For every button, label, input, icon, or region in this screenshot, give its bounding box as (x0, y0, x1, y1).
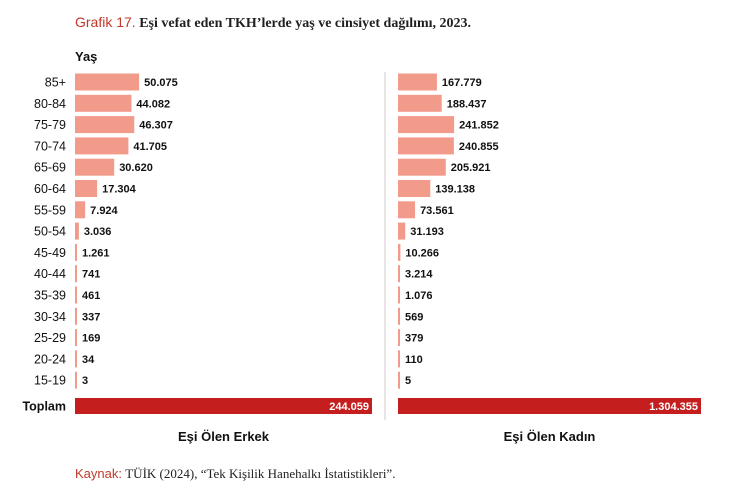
data-label: 30.620 (119, 162, 153, 174)
category-label: 75-79 (34, 118, 66, 132)
bar (398, 201, 416, 219)
data-label: 569 (405, 311, 423, 323)
data-label: 110 (405, 354, 423, 366)
bar (75, 137, 129, 155)
data-label: 10.266 (405, 247, 439, 259)
source-note: Kaynak: TÜİK (2024), “Tek Kişilik Haneha… (75, 466, 395, 482)
bar (75, 180, 98, 197)
bar (398, 116, 455, 134)
category-label: 30-34 (34, 310, 66, 324)
total-data-label: 244.059 (329, 401, 369, 413)
category-label: 35-39 (34, 289, 66, 303)
data-label: 31.193 (410, 226, 444, 238)
data-label: 188.437 (447, 98, 487, 110)
source-text: TÜİK (2024), “Tek Kişilik Hanehalkı İsta… (125, 466, 396, 481)
bar (398, 307, 400, 325)
bar (398, 371, 400, 389)
data-label: 34 (82, 354, 95, 366)
bar (398, 265, 400, 283)
category-label: 20-24 (34, 352, 66, 366)
data-label: 1.261 (82, 247, 110, 259)
data-label: 741 (82, 269, 100, 281)
chart: Yaş 85+ 80-84 75-79 70-74 65-69 60-64 55-59 50-5… (22, 49, 701, 444)
bar (398, 243, 401, 261)
chart-title-main: Eşi vefat eden TKH’lerde yaş ve cinsiyet… (139, 16, 472, 31)
bar (75, 286, 77, 304)
bar (398, 222, 406, 240)
bar (398, 94, 442, 112)
data-label: 205.921 (451, 162, 491, 174)
data-label: 7.924 (90, 205, 118, 217)
data-label: 41.705 (133, 141, 167, 153)
bar (75, 329, 77, 347)
bar (75, 73, 140, 91)
total-bar (75, 398, 372, 414)
bar (75, 265, 77, 283)
bar (398, 137, 454, 155)
data-label: 50.075 (144, 77, 178, 89)
data-label: 169 (82, 333, 100, 345)
bar (398, 73, 437, 91)
chart-title-lead: Grafik 17. (75, 14, 136, 30)
bar (75, 307, 77, 325)
data-label: 241.852 (459, 120, 499, 132)
category-label: 85+ (45, 76, 66, 90)
bar (75, 243, 77, 261)
bar (398, 158, 446, 176)
data-label: 3.214 (405, 269, 433, 281)
bar (398, 286, 400, 304)
bar (75, 222, 79, 240)
bar (75, 350, 77, 368)
chart-title: Grafik 17. Eşi vefat eden TKH’lerde yaş … (75, 14, 471, 32)
category-label: 80-84 (34, 97, 66, 111)
series-name: Eşi Ölen Kadın (504, 429, 596, 444)
total-label: Toplam (22, 400, 66, 414)
data-label: 461 (82, 290, 100, 302)
data-label: 337 (82, 311, 100, 323)
data-label: 379 (405, 333, 423, 345)
data-label: 73.561 (420, 205, 454, 217)
data-label: 139.138 (435, 184, 475, 196)
total-data-label: 1.304.355 (649, 401, 698, 413)
total-bar (398, 398, 701, 414)
category-label: 40-44 (34, 267, 66, 281)
category-label: 60-64 (34, 182, 66, 196)
data-label: 17.304 (102, 184, 137, 196)
data-label: 1.076 (405, 290, 433, 302)
y-axis-label: Yaş (75, 49, 97, 64)
category-label: 55-59 (34, 203, 66, 217)
bar (398, 329, 400, 347)
data-label: 44.082 (136, 98, 170, 110)
bar (75, 116, 135, 134)
category-label: 45-49 (34, 246, 66, 260)
category-label: 50-54 (34, 225, 66, 239)
category-label: 70-74 (34, 139, 66, 153)
data-label: 3.036 (84, 226, 112, 238)
bar (75, 158, 115, 176)
data-label: 3 (82, 375, 88, 387)
category-label: 15-19 (34, 374, 66, 388)
data-label: 5 (405, 375, 411, 387)
bar (398, 350, 400, 368)
data-label: 167.779 (442, 77, 482, 89)
bar (75, 371, 77, 389)
category-label: 65-69 (34, 161, 66, 175)
bar (75, 201, 86, 219)
series-name: Eşi Ölen Erkek (178, 429, 270, 444)
data-label: 46.307 (139, 120, 173, 132)
category-label: 25-29 (34, 331, 66, 345)
data-label: 240.855 (459, 141, 499, 153)
source-lead: Kaynak: (75, 466, 122, 481)
bar (75, 94, 132, 112)
bar (398, 180, 431, 197)
